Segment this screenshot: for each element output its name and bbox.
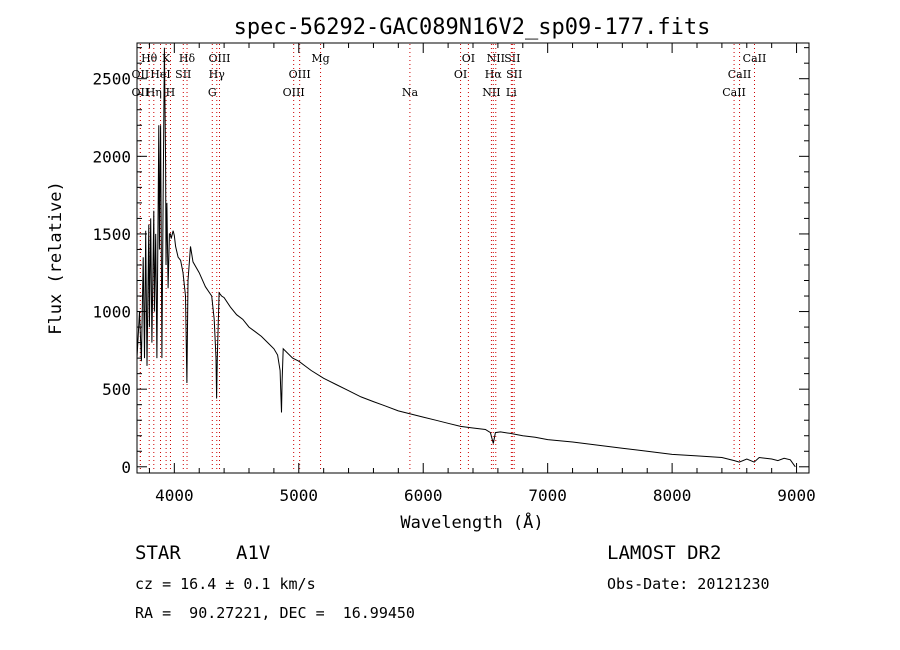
spectral-line-label: Hδ	[179, 52, 196, 65]
spectral-line-label: HeI	[150, 68, 170, 81]
x-tick-label: 7000	[528, 486, 567, 505]
y-tick-label: 500	[102, 380, 131, 399]
spectral-line-label: H	[166, 86, 176, 99]
y-tick-label: 2500	[92, 70, 131, 89]
y-tick-label: 1500	[92, 225, 131, 244]
spectral-line-label: CaII	[743, 52, 767, 65]
spectral-line-label: OII	[132, 68, 150, 81]
spectral-line-label: SII	[175, 68, 191, 81]
spectral-line-label: OIII	[289, 68, 311, 81]
spectral-line-label: Hη	[146, 86, 162, 99]
spectral-line-label: OIII	[283, 86, 305, 99]
spectral-line-label: NII	[487, 52, 505, 65]
spectral-line-label: Na	[402, 86, 419, 99]
spectrum-line	[136, 47, 796, 468]
spectral-line-label: CaII	[722, 86, 746, 99]
x-axis-label: Wavelength (Å)	[400, 511, 543, 533]
spectral-line-label: OI	[462, 52, 475, 65]
spectral-line-label: CaII	[728, 68, 752, 81]
spectral-line-label: OIII	[208, 52, 230, 65]
y-tick-label: 1000	[92, 303, 131, 322]
x-tick-label: 5000	[280, 486, 319, 505]
spectral-line-label: Hθ	[141, 52, 158, 65]
subclass: A1V	[236, 542, 271, 564]
spectral-line-label: Li	[506, 86, 517, 99]
x-tick-label: 8000	[653, 486, 692, 505]
plot-frame	[136, 42, 810, 474]
spectral-line-label: K	[162, 52, 171, 65]
spectral-line-label: OI	[454, 68, 467, 81]
y-tick-label: 2000	[92, 147, 131, 166]
chart-title: spec-56292-GAC089N16V2_sp09-177.fits	[234, 15, 711, 40]
spectral-line-label: OII	[132, 86, 150, 99]
spectral-line-label: SII	[504, 52, 520, 65]
spectral-line-label: Mg	[311, 52, 329, 65]
x-tick-label: 6000	[404, 486, 443, 505]
y-tick-label: 0	[121, 458, 131, 477]
spectral-line-label: SII	[506, 68, 522, 81]
spectral-line-label: NII	[482, 86, 500, 99]
spectral-line-label: Hγ	[209, 68, 226, 81]
x-tick-label: 9000	[777, 486, 816, 505]
y-axis-label: Flux (relative)	[46, 181, 66, 335]
object-class: STAR	[135, 542, 181, 564]
spectral-line-label: Hα	[485, 68, 503, 81]
spectral-line-label: G	[208, 86, 217, 99]
obs-date: Obs-Date: 20121230	[607, 575, 770, 593]
coordinates: RA = 90.27221, DEC = 16.99450	[135, 604, 415, 622]
survey-name: LAMOST DR2	[607, 542, 722, 564]
redshift-cz: cz = 16.4 ± 0.1 km/s	[135, 575, 316, 593]
x-tick-label: 4000	[155, 486, 194, 505]
